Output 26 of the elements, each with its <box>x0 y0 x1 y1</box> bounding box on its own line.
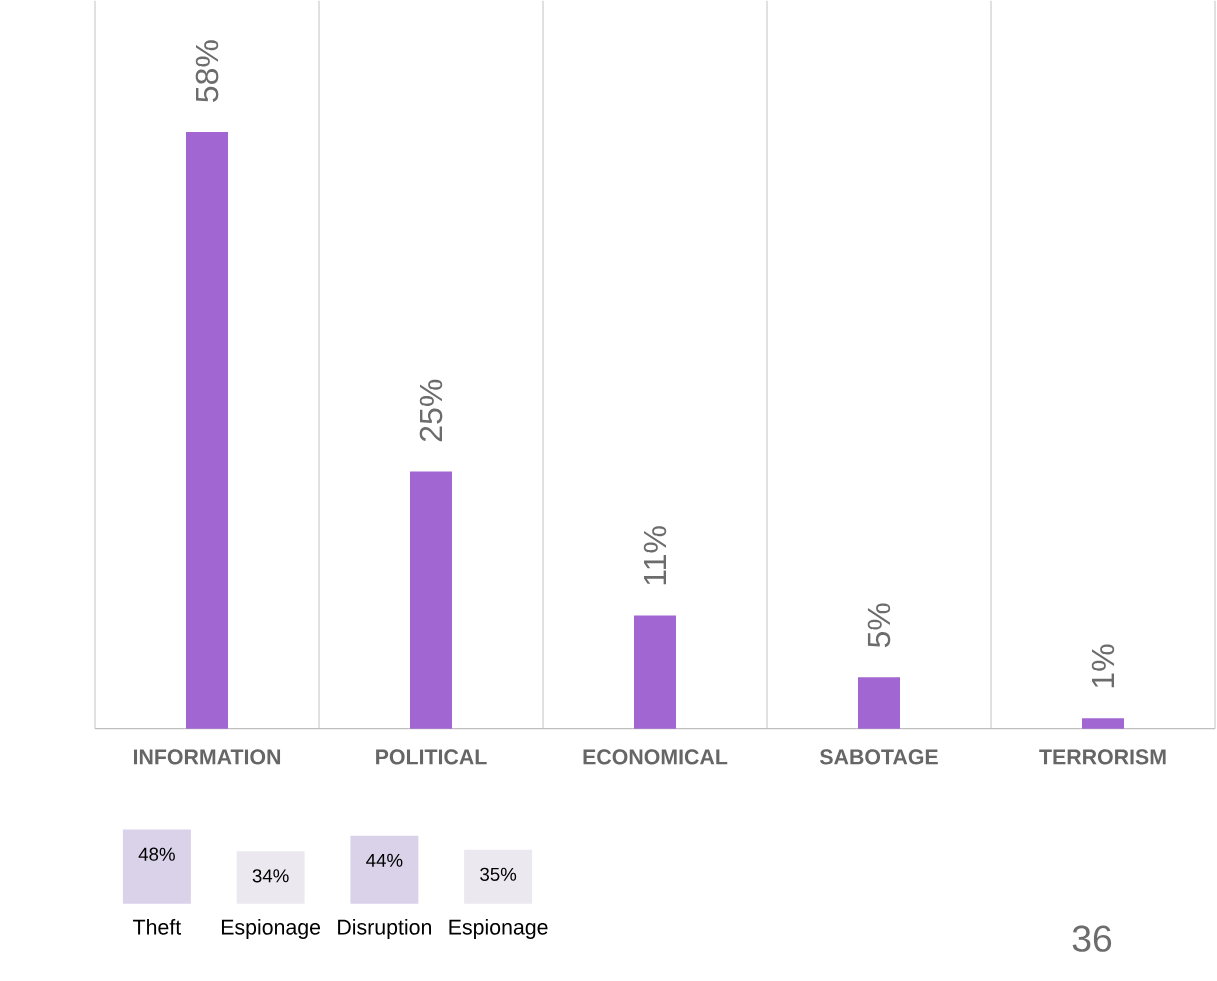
x-tick-label: Theft <box>133 919 182 935</box>
data-label: 5% <box>867 603 891 648</box>
text: 36 <box>1072 925 1112 953</box>
bar <box>634 615 676 729</box>
x-tick-label: Disruption <box>338 919 431 940</box>
data-label: 34% <box>252 869 289 883</box>
bar <box>410 471 453 729</box>
data-label: 48% <box>138 847 175 862</box>
x-tick-label: POLITICAL <box>376 749 487 765</box>
data-label: 35% <box>480 867 517 882</box>
bar <box>858 677 901 729</box>
bar <box>122 829 191 904</box>
x-tick-label: Espionage <box>221 919 321 940</box>
bar <box>350 835 419 904</box>
data-label: 44% <box>366 853 403 868</box>
x-tick-label: INFORMATION <box>133 749 281 765</box>
data-label: 11% <box>643 526 667 585</box>
x-tick-label: Espionage <box>449 919 548 940</box>
bar <box>186 132 229 729</box>
x-tick-label: TERRORISM <box>1039 749 1166 765</box>
x-tick-label: SABOTAGE <box>819 749 938 765</box>
data-label: 1% <box>1091 644 1115 688</box>
data-label: 25% <box>419 380 443 442</box>
x-tick-label: ECONOMICAL <box>583 749 728 765</box>
bar <box>1082 718 1125 729</box>
data-label: 58% <box>195 40 219 103</box>
